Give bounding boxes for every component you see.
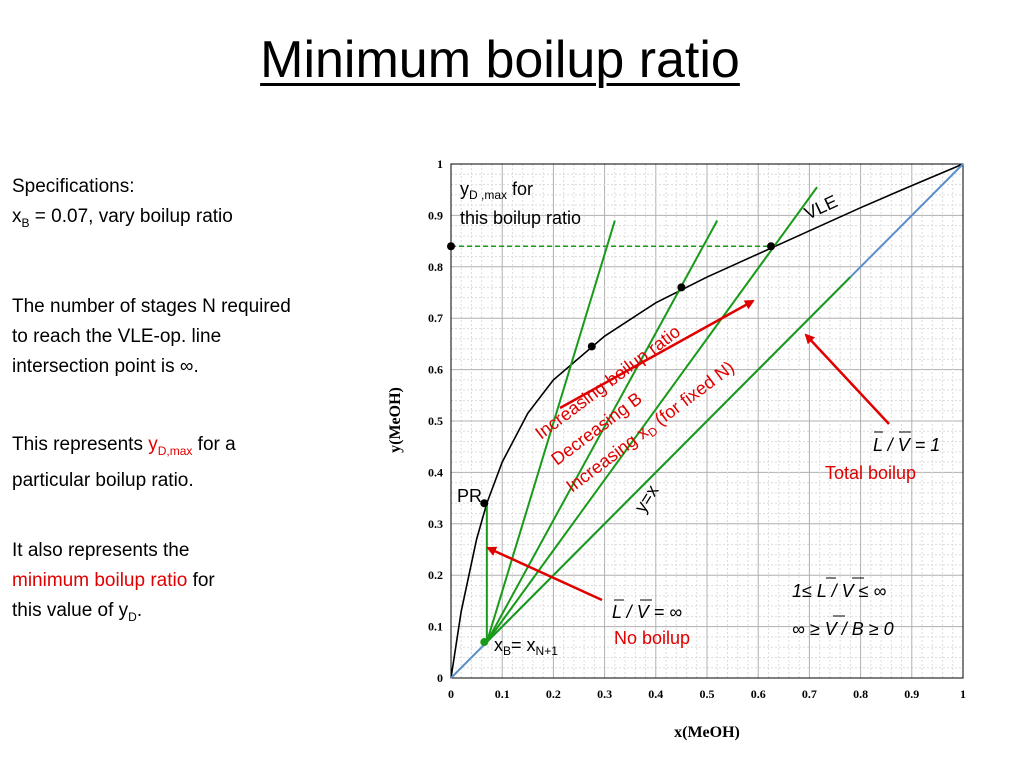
- no-boilup-label: No boilup: [614, 628, 690, 648]
- grid: [450, 163, 964, 679]
- axis-ticks: 0 0.1 0.2 0.3 0.4 0.5 0.6 0.7 0.8 0.9 1 0 0.1 0.2 0.3 0…: [428, 157, 966, 701]
- total-boilup-arrow: [804, 333, 890, 425]
- y-tick-label: 0.2: [428, 568, 443, 582]
- data-point: [480, 499, 489, 508]
- lv-equals-one-label: L / V = 1: [873, 435, 940, 455]
- points: [447, 242, 775, 647]
- x-tick-label: 0.2: [546, 687, 561, 701]
- y-tick-label: 0.3: [428, 517, 443, 531]
- x-tick-label: 0.3: [597, 687, 612, 701]
- page-title: Minimum boilup ratio: [260, 31, 740, 89]
- x-axis-label: x(MeOH): [674, 724, 740, 741]
- stages-line-1: The number of stages N required: [12, 296, 291, 317]
- represents-paragraph: This represents yD,max for a particular …: [12, 430, 236, 496]
- xb-label: xB= xN+1: [494, 635, 558, 658]
- operating-line: [486, 276, 852, 643]
- plot-frame: [450, 163, 964, 679]
- data-point: [677, 283, 686, 292]
- operating-line: [486, 186, 818, 643]
- x-tick-label: 0.9: [904, 687, 919, 701]
- operating-lines: [485, 186, 852, 643]
- stages-paragraph: The number of stages N required to reach…: [12, 292, 291, 382]
- specifications-text: Specifications: xB = 0.07, vary boilup r…: [12, 172, 233, 238]
- ydmax-label: yD ,max for: [460, 179, 533, 202]
- min-line-2: minimum boilup ratio for: [12, 570, 215, 591]
- no-boilup-arrow: [486, 546, 603, 602]
- stages-line-2: to reach the VLE-op. line: [12, 326, 222, 347]
- y-tick-label: 0: [437, 671, 443, 685]
- data-point: [447, 242, 455, 251]
- x-tick-label: 0.1: [495, 687, 510, 701]
- x-tick-label: 0.7: [802, 687, 817, 701]
- represents-line-1: This represents yD,max for a: [12, 434, 236, 458]
- represents-line-2: particular boilup ratio.: [12, 469, 194, 491]
- y-tick-label: 0.7: [428, 311, 443, 325]
- increasing-arrow: [559, 299, 755, 410]
- y-tick-label: 0.9: [428, 208, 443, 222]
- y-tick-label: 0.8: [428, 260, 443, 274]
- y-tick-label: 0.6: [428, 363, 443, 377]
- y-tick-label: 0.5: [428, 414, 443, 428]
- series-vle-line: [450, 163, 964, 679]
- lv-infinity-label: L / V = ∞: [612, 602, 682, 622]
- stages-line-3: intersection point is ∞.: [12, 356, 199, 377]
- min-line-1: It also represents the: [12, 540, 190, 561]
- y-tick-label: 1: [437, 157, 443, 171]
- pr-label: PR: [457, 486, 482, 506]
- x-tick-label: 0.5: [700, 687, 715, 701]
- y-axis-label: y(MeOH): [387, 387, 404, 453]
- spec-xb-line: xB = 0.07, vary boilup ratio: [12, 206, 233, 230]
- data-point: [587, 342, 596, 351]
- y-tick-label: 0.1: [428, 620, 443, 634]
- x-tick-label: 0.4: [648, 687, 663, 701]
- ydmax-label-line2: this boilup ratio: [460, 208, 581, 228]
- range-lv-label: 1≤ L / V ≤ ∞: [792, 581, 886, 601]
- y-tick-label: 0.4: [428, 465, 443, 479]
- operating-line: [485, 220, 719, 643]
- data-point: [767, 242, 775, 251]
- data-point: [480, 638, 489, 647]
- x-tick-label: 0.6: [751, 687, 766, 701]
- spec-heading: Specifications:: [12, 176, 135, 197]
- x-tick-label: 1: [960, 687, 966, 701]
- x-tick-label: 0.8: [853, 687, 868, 701]
- operating-line: [485, 220, 616, 643]
- range-vb-label: ∞ ≥ V / B ≥ 0: [792, 619, 894, 639]
- x-tick-label: 0: [448, 687, 454, 701]
- min-line-3: this value of yD.: [12, 600, 143, 624]
- y-equals-x-label: y=x: [630, 481, 662, 516]
- total-boilup-label: Total boilup: [825, 463, 916, 483]
- minimum-boilup-paragraph: It also represents the minimum boilup ra…: [12, 536, 215, 632]
